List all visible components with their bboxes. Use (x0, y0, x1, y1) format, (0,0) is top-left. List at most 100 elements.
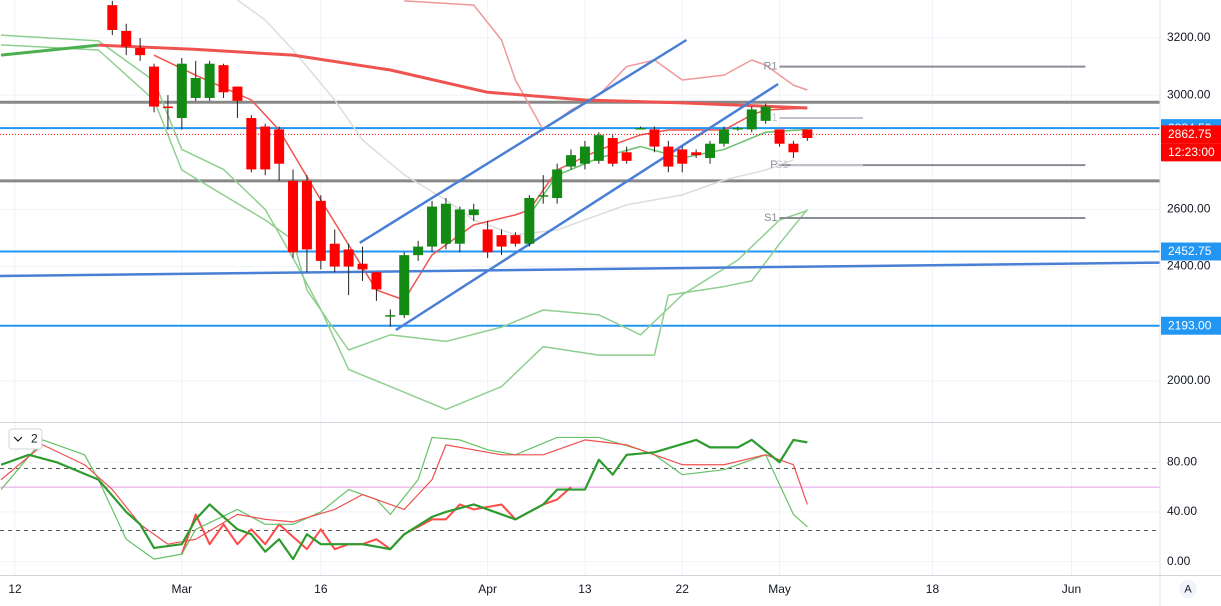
pivot-label: S1 (764, 212, 777, 224)
candle-body (107, 5, 118, 31)
indicator-line (404, 0, 808, 131)
candle-body (510, 235, 521, 244)
legend-label: 2 (31, 432, 38, 446)
candle-body (552, 169, 563, 198)
candle-body (802, 129, 813, 138)
candle-body (329, 243, 340, 267)
candle-body (607, 138, 618, 164)
candle-body (288, 180, 299, 253)
osc-line (0, 439, 808, 545)
candle-body (162, 106, 173, 109)
candle-body (482, 229, 493, 253)
candle-body (566, 155, 577, 167)
countdown-badge: 12:23:00 (1168, 145, 1215, 159)
candle-body (190, 78, 201, 98)
candle-body (232, 86, 243, 101)
candle-body (260, 126, 271, 170)
candle-body (635, 128, 646, 130)
x-tick-label: Mar (171, 582, 192, 596)
trend-line (395, 82, 779, 332)
candle-body (718, 129, 729, 144)
oscillator-panel (0, 436, 1160, 561)
osc-tick-label: 40.00 (1167, 504, 1197, 518)
candle-body (677, 149, 688, 164)
candle-body (399, 255, 410, 316)
trend-line (0, 261, 1160, 278)
candle-body (760, 106, 771, 121)
candle-body (204, 63, 215, 98)
candle-body (774, 129, 785, 144)
level-badge: 2193.00 (1168, 318, 1212, 332)
indicator-line (528, 128, 808, 216)
osc-tick-label: 0.00 (1167, 554, 1191, 568)
candle-body (496, 235, 507, 247)
candle-body (343, 249, 354, 267)
candle-body (593, 135, 604, 161)
candle-body (440, 203, 451, 244)
candle-body (691, 152, 702, 156)
x-tick-label: 16 (314, 582, 328, 596)
candle-body (301, 180, 312, 250)
price-panel: R1R1PS1S1 (0, 0, 1160, 411)
x-tick-label: 18 (926, 582, 940, 596)
osc-tick-label: 80.00 (1167, 454, 1197, 468)
candle-body (579, 146, 590, 164)
y-tick-label: 2400.00 (1167, 259, 1211, 273)
candle-body (135, 48, 146, 56)
candle-body (315, 200, 326, 261)
x-tick-label: 13 (578, 582, 592, 596)
y-tick-label: 3200.00 (1167, 30, 1211, 44)
candle-body (121, 30, 132, 47)
indicator-line (153, 54, 808, 301)
y-tick-label: 2000.00 (1167, 373, 1211, 387)
last-price-badge-bg (1161, 125, 1221, 144)
indicator-line (1, 44, 808, 351)
x-tick-label: May (768, 582, 791, 596)
candle-body (524, 198, 535, 244)
candle-body (371, 272, 382, 290)
countdown-badge-bg (1161, 143, 1221, 162)
candle-body (357, 263, 368, 270)
x-tick-label: Jun (1062, 582, 1081, 596)
x-tick-label: 12 (8, 582, 22, 596)
pivot-label: R1 (763, 60, 777, 72)
y-tick-label: 3000.00 (1167, 87, 1211, 101)
candle-body (732, 128, 743, 130)
chevron-icon (13, 436, 23, 442)
candle-body (274, 129, 285, 164)
pivot-label: S1 (775, 159, 788, 171)
candle-body (621, 152, 632, 161)
auto-scale-label: A (1184, 583, 1192, 595)
indicator-line (236, 0, 794, 236)
osc-line (0, 436, 808, 560)
indicator-line (1, 34, 808, 411)
candle-body (454, 209, 465, 244)
candle-body (149, 66, 160, 107)
pivot-label: P (770, 159, 777, 171)
candle-body (246, 118, 257, 170)
legend-button[interactable]: 2 (8, 428, 43, 450)
auto-scale-circle[interactable] (1179, 580, 1197, 598)
x-tick-label: 22 (676, 582, 690, 596)
candle-body (649, 129, 660, 147)
last-price-badge: 2862.75 (1168, 127, 1212, 141)
indicator-line (98, 43, 808, 110)
osc-line (0, 438, 808, 561)
candle-body (413, 246, 424, 256)
legend-box[interactable] (8, 428, 43, 450)
trend-line (359, 38, 688, 244)
candle-body (427, 206, 438, 247)
level-badge: 2452.75 (1168, 244, 1212, 258)
candle-body (176, 63, 187, 118)
grid (0, 0, 1160, 575)
candle-body (663, 146, 674, 167)
candle-body (218, 65, 229, 93)
level-badge-bg (1161, 316, 1221, 335)
candle-body (788, 143, 799, 153)
candle-body (705, 143, 716, 158)
auto-scale-button[interactable]: A (1179, 580, 1197, 598)
